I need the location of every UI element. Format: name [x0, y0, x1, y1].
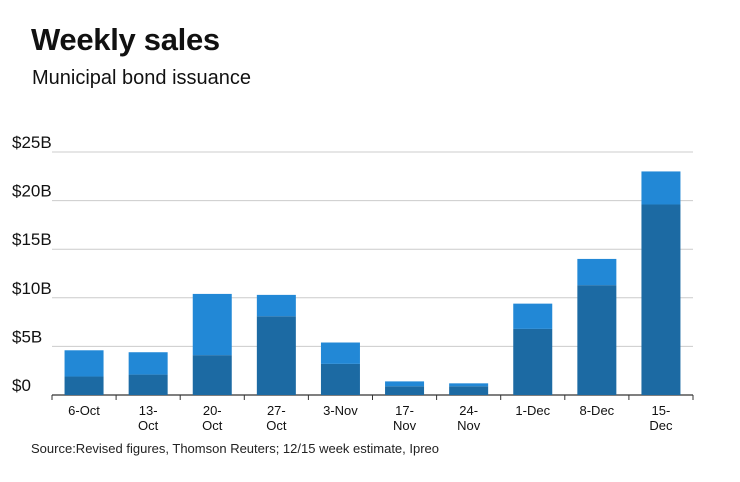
y-tick-label: $0 — [12, 376, 31, 395]
x-tick-label: 17- — [395, 403, 414, 418]
bar-top-segment — [192, 293, 232, 356]
x-tick-label: Oct — [202, 418, 223, 433]
bar-top-segment — [513, 303, 553, 329]
chart-subtitle: Municipal bond issuance — [32, 67, 252, 89]
x-tick-label: Oct — [138, 418, 159, 433]
bar-top-segment — [449, 383, 489, 387]
bar-top-segment — [320, 342, 360, 364]
bar-base-segment — [128, 374, 168, 395]
source-note: Source:Revised figures, Thomson Reuters;… — [31, 441, 440, 456]
bar-base-segment — [64, 376, 104, 395]
y-tick-label: $10B — [12, 279, 52, 298]
y-tick-label: $5B — [12, 327, 42, 346]
x-tick-label: Nov — [457, 418, 481, 433]
bar-base-segment — [385, 386, 425, 395]
bar-top-segment — [641, 171, 681, 205]
bar-top-segment — [577, 258, 617, 286]
x-tick-label: 24- — [459, 403, 478, 418]
bar-top-segment — [64, 350, 104, 377]
bar-base-segment — [577, 285, 617, 395]
x-tick-label: 3-Nov — [323, 403, 358, 418]
x-tick-label: 20- — [203, 403, 222, 418]
x-tick-label: 27- — [267, 403, 286, 418]
x-tick-label: 15- — [652, 403, 671, 418]
x-tick-label: Oct — [266, 418, 287, 433]
chart-title: Weekly sales — [31, 22, 220, 57]
x-tick-label: 6-Oct — [68, 403, 100, 418]
bar-top-segment — [256, 294, 296, 317]
x-tick-label: Nov — [393, 418, 417, 433]
bar-base-segment — [256, 316, 296, 395]
bar-base-segment — [641, 204, 681, 395]
bar-top-segment — [385, 381, 425, 387]
bar-base-segment — [192, 355, 232, 395]
y-tick-label: $25B — [12, 133, 52, 152]
bar-base-segment — [449, 386, 489, 395]
bar-base-segment — [513, 328, 553, 395]
bar-top-segment — [128, 352, 168, 375]
bar-base-segment — [320, 363, 360, 395]
x-tick-label: 8-Dec — [580, 403, 615, 418]
y-tick-label: $15B — [12, 230, 52, 249]
y-tick-label: $20B — [12, 182, 52, 201]
x-tick-label: 13- — [139, 403, 158, 418]
x-tick-label: 1-Dec — [515, 403, 550, 418]
x-tick-label: Dec — [649, 418, 673, 433]
